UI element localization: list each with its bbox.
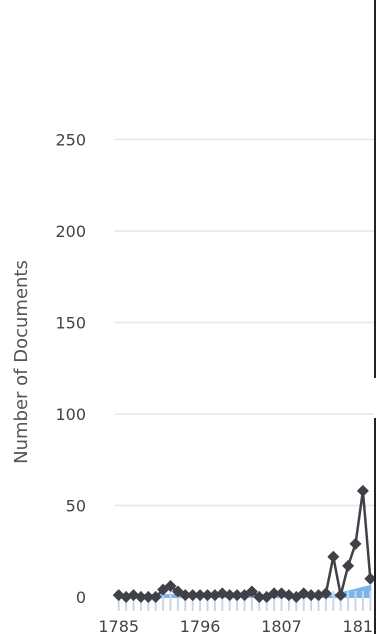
data-point [356, 484, 369, 497]
line-markers [112, 484, 376, 603]
line-series-path [118, 489, 372, 599]
x-axis-tick-labels: 1785 1796 1807 1818 [98, 617, 376, 634]
x-tick-label: 1807 [261, 617, 302, 634]
data-point [194, 589, 207, 602]
data-point [327, 550, 340, 563]
data-point [179, 589, 192, 602]
data-point [305, 589, 318, 602]
data-point [186, 589, 199, 602]
data-point [319, 587, 332, 600]
line-series [118, 489, 372, 599]
y-tick-label: 0 [76, 588, 86, 607]
x-tick-label: 1796 [180, 617, 221, 634]
data-point [149, 591, 162, 603]
data-point [231, 589, 244, 602]
data-point [201, 589, 214, 602]
data-point [142, 591, 155, 603]
data-point [245, 585, 258, 598]
data-point [164, 580, 177, 593]
data-point [364, 572, 376, 585]
data-point [120, 591, 133, 603]
y-tick-label: 200 [55, 222, 86, 241]
data-point [349, 537, 362, 550]
chart-container-edge-gap [374, 378, 376, 418]
data-point [134, 591, 147, 603]
y-axis-tick-labels: 0 50 100 150 200 250 [55, 130, 86, 607]
x-tick-label: 1818 [343, 617, 376, 634]
y-tick-label: 250 [55, 130, 86, 149]
y-tick-label: 150 [55, 313, 86, 332]
data-point [342, 559, 355, 572]
data-point [268, 587, 281, 600]
data-point [334, 589, 347, 602]
data-point [253, 591, 266, 603]
grid-lines [115, 138, 374, 507]
y-tick-label: 100 [55, 405, 86, 424]
data-point [223, 589, 236, 602]
chart-container-edge [374, 0, 376, 634]
x-tick-label: 1785 [98, 617, 139, 634]
y-axis-title: Number of Documents [11, 260, 32, 464]
y-tick-label: 50 [66, 496, 86, 515]
